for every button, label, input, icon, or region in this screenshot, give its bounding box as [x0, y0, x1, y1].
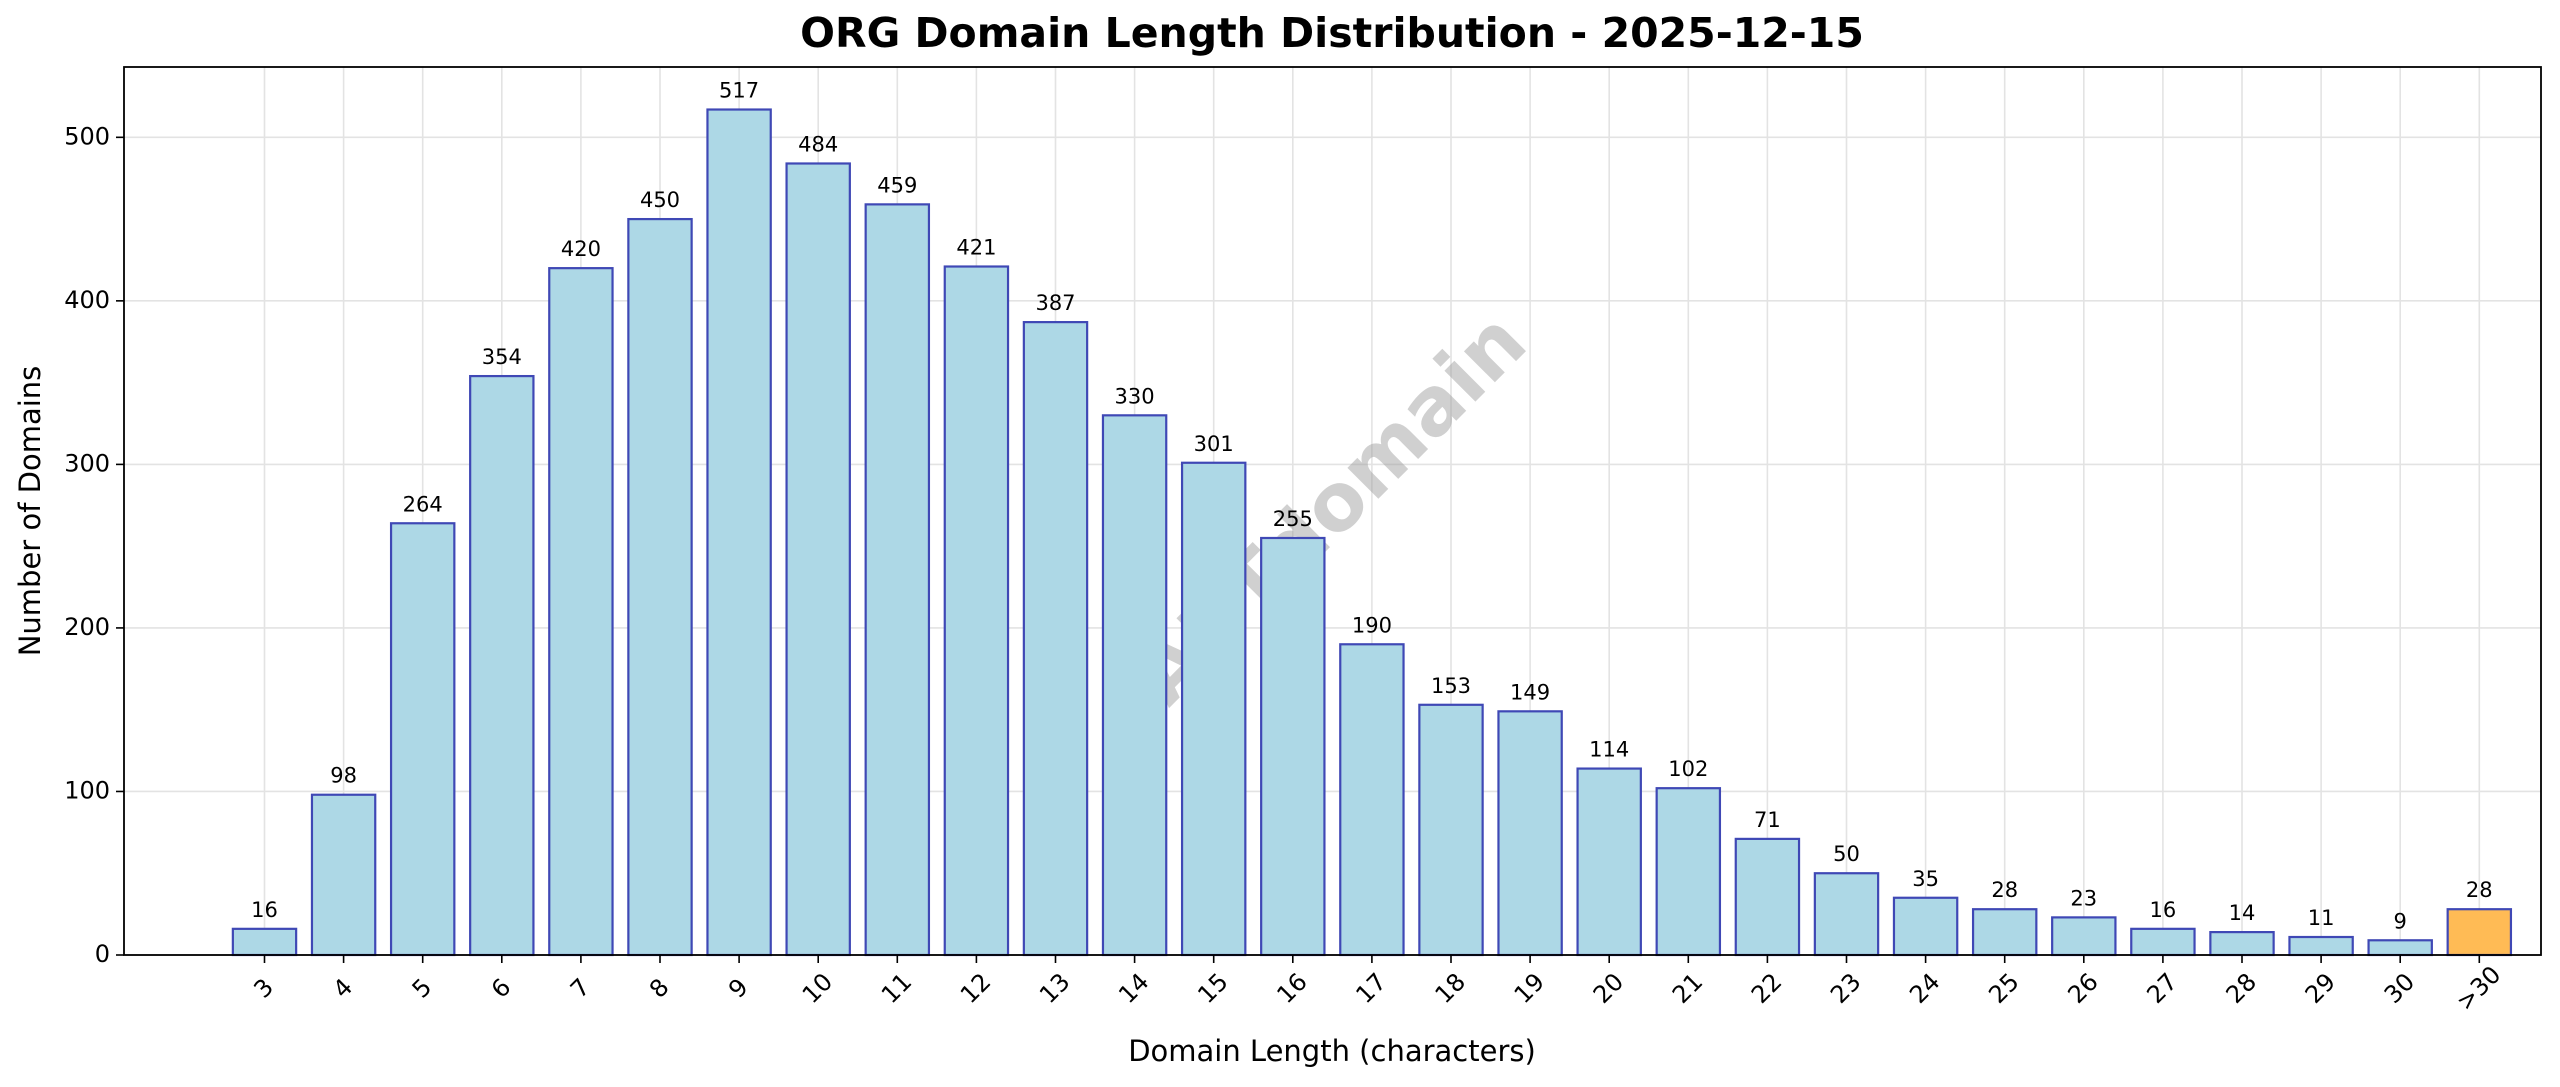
value-label: 28 — [2466, 878, 2493, 902]
bar — [864, 203, 931, 957]
value-label: 421 — [956, 236, 996, 260]
value-label: 98 — [330, 764, 357, 788]
value-label: 450 — [640, 188, 680, 212]
bar — [706, 108, 772, 957]
x-tick-label: 25 — [1983, 968, 2024, 1009]
y-axis-label: Number of Domains — [13, 366, 47, 657]
x-tick-label: 30 — [2379, 968, 2420, 1009]
x-tick-label: 26 — [2062, 968, 2103, 1009]
value-label: 255 — [1273, 507, 1313, 531]
bar — [1971, 908, 2038, 957]
x-tick-label: 17 — [1350, 968, 1391, 1009]
value-label: 149 — [1510, 680, 1550, 704]
x-tick-label: 6 — [486, 973, 517, 1004]
value-label: 23 — [2070, 886, 2097, 910]
bar — [1022, 321, 1089, 957]
x-tick-label: 14 — [1113, 968, 1154, 1009]
watermark: ABTdomain — [1116, 294, 1543, 721]
bar — [1813, 872, 1880, 957]
value-label: 9 — [2394, 909, 2407, 933]
y-tick-label: 400 — [64, 286, 110, 314]
bar — [1655, 787, 1722, 957]
bar — [2288, 935, 2354, 957]
x-tick-label: 12 — [955, 968, 996, 1009]
bar — [785, 162, 851, 957]
x-tick-label: 15 — [1192, 968, 1233, 1009]
value-label: 459 — [877, 173, 917, 197]
value-label: 16 — [2150, 898, 2177, 922]
x-tick-label: 22 — [1746, 968, 1787, 1009]
bar — [1260, 536, 1326, 957]
bar — [1892, 896, 1959, 957]
x-tick-label: 23 — [1825, 968, 1866, 1009]
x-tick-label: 27 — [2141, 968, 2182, 1009]
value-label: 264 — [403, 492, 443, 516]
x-tick-label: 4 — [328, 973, 359, 1004]
bar — [1576, 767, 1642, 957]
bar — [1418, 703, 1484, 957]
bar — [469, 374, 535, 957]
plot-frame — [123, 66, 2542, 956]
x-tick-label: 8 — [644, 973, 675, 1004]
value-label: 11 — [2308, 906, 2335, 930]
value-label: 50 — [1833, 842, 1860, 866]
value-label: 354 — [482, 345, 522, 369]
x-tick-label: 5 — [407, 973, 438, 1004]
chart-title: ORG Domain Length Distribution - 2025-12… — [800, 9, 1864, 57]
value-label: 16 — [251, 898, 278, 922]
bar — [1180, 461, 1247, 957]
value-label: 387 — [1035, 291, 1075, 315]
value-label: 71 — [1754, 808, 1781, 832]
x-tick-label: 28 — [2221, 968, 2262, 1009]
value-label: 28 — [1991, 878, 2018, 902]
value-label: 190 — [1352, 613, 1392, 637]
y-tick-label: 200 — [64, 613, 110, 641]
x-tick-label: 19 — [1509, 968, 1550, 1009]
x-tick-label: 9 — [723, 973, 754, 1004]
bar — [2051, 916, 2117, 957]
bar — [2367, 939, 2433, 957]
x-axis-label: Domain Length (characters) — [1128, 1034, 1536, 1068]
bar — [1339, 643, 1405, 957]
x-tick-label: 16 — [1271, 968, 1312, 1009]
bar — [943, 265, 1010, 957]
x-tick-label: 21 — [1667, 968, 1708, 1009]
x-tick-label: 29 — [2300, 968, 2341, 1009]
value-label: 102 — [1668, 757, 1708, 781]
bar — [2130, 927, 2196, 957]
bar — [310, 793, 377, 957]
bar — [1101, 414, 1168, 957]
bar — [1734, 837, 1801, 957]
x-tick-label: 3 — [248, 973, 279, 1004]
value-label: 484 — [798, 132, 838, 156]
value-label: 35 — [1912, 867, 1939, 891]
value-label: 330 — [1115, 384, 1155, 408]
x-tick-label: >30 — [2451, 960, 2507, 1016]
value-label: 517 — [719, 79, 759, 103]
y-tick-label: 100 — [64, 776, 110, 804]
bar — [548, 267, 614, 957]
value-label: 420 — [561, 237, 601, 261]
x-tick-label: 7 — [565, 973, 596, 1004]
bar — [1497, 710, 1563, 957]
bar — [2446, 908, 2513, 957]
bar — [389, 522, 456, 957]
x-tick-label: 18 — [1430, 968, 1471, 1009]
x-tick-label: 13 — [1034, 968, 1075, 1009]
bar — [2209, 931, 2275, 957]
x-tick-label: 24 — [1904, 968, 1945, 1009]
y-tick-label: 0 — [95, 940, 110, 968]
x-tick-label: 10 — [797, 968, 838, 1009]
x-tick-label: 20 — [1588, 968, 1629, 1009]
value-label: 301 — [1194, 432, 1234, 456]
x-tick-label: 11 — [876, 968, 917, 1009]
bar — [231, 927, 298, 957]
bar — [627, 217, 693, 957]
y-tick-label: 300 — [64, 449, 110, 477]
value-label: 14 — [2229, 901, 2256, 925]
value-label: 114 — [1589, 738, 1629, 762]
value-label: 153 — [1431, 674, 1471, 698]
y-tick-label: 500 — [64, 122, 110, 150]
